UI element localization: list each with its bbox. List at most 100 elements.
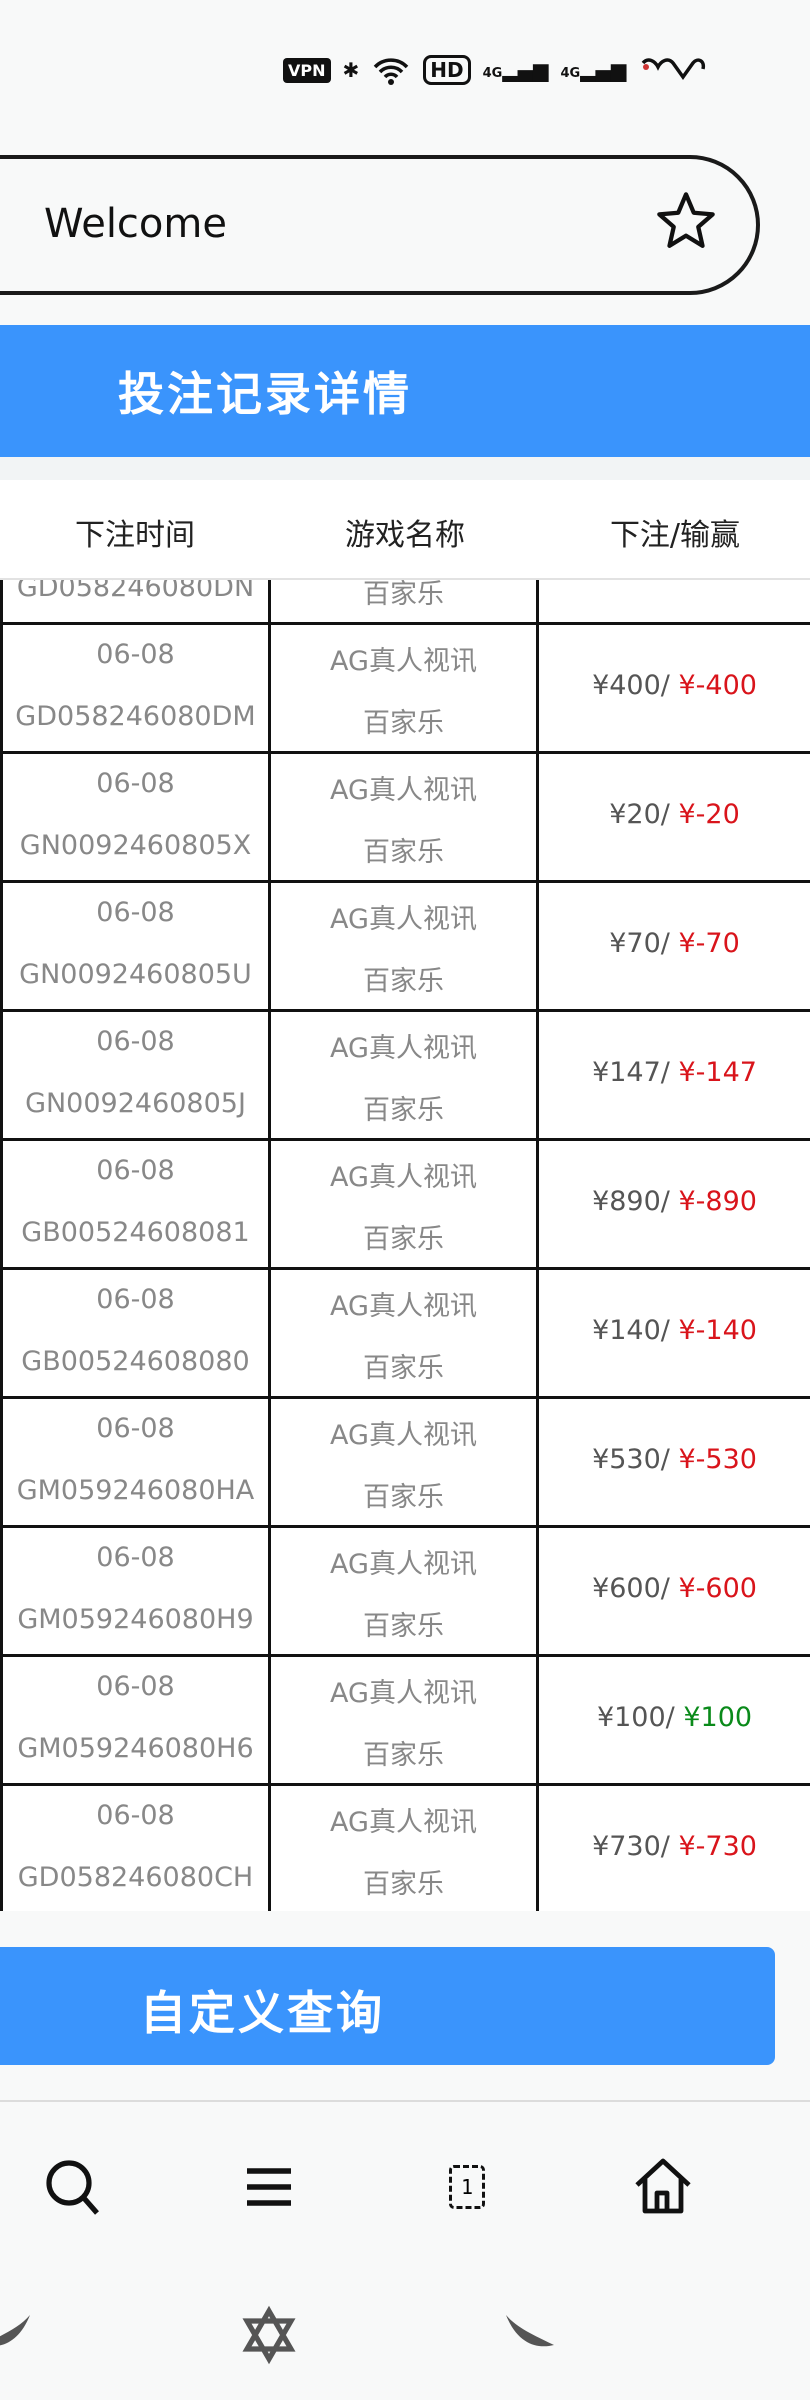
bet-date: 06-08 xyxy=(96,1542,175,1573)
bet-cell: ¥730/ ¥-730 xyxy=(539,1786,810,1911)
game-name-line1: AG真人视讯 xyxy=(330,1678,477,1709)
order-id: GD058246080DM xyxy=(15,701,256,732)
bet-cell: ¥147/ ¥-147 xyxy=(539,1012,810,1138)
game-cell: AG真人视讯 百家乐 xyxy=(271,1528,539,1654)
game-name-line1: AG真人视讯 xyxy=(330,646,477,677)
bet-amount: ¥20/ xyxy=(609,799,679,830)
star-icon[interactable] xyxy=(654,189,718,253)
bluetooth-icon: ✱ xyxy=(342,58,360,82)
table-row[interactable]: 06-08 GD058246080DM AG真人视讯 百家乐 ¥400/ ¥-400 xyxy=(0,625,810,754)
bet-date: 06-08 xyxy=(96,1284,175,1315)
game-cell: 百家乐 xyxy=(271,580,539,622)
bet-amount: ¥400/ xyxy=(592,670,679,701)
signal-4g-icon: 4G▂▄▆ xyxy=(482,58,549,82)
bet-amount: ¥600/ xyxy=(592,1573,679,1604)
bet-records-table[interactable]: GD058246080DN 百家乐 06-08 GD058246080DM AG真… xyxy=(0,580,810,1911)
column-header-bet: 下注/输赢 xyxy=(609,518,741,553)
game-cell: AG真人视讯 百家乐 xyxy=(271,1786,539,1911)
bet-cell: ¥400/ ¥-400 xyxy=(539,625,810,751)
order-id: GM059246080H6 xyxy=(17,1733,254,1764)
game-cell: AG真人视讯 百家乐 xyxy=(271,883,539,1009)
table-row[interactable]: 06-08 GM059246080H9 AG真人视讯 百家乐 ¥600/ ¥-600 xyxy=(0,1528,810,1657)
bet-date: 06-08 xyxy=(96,1155,175,1186)
bet-amount: ¥70/ xyxy=(609,928,679,959)
order-id: GD058246080DN xyxy=(16,580,255,603)
game-cell: AG真人视讯 百家乐 xyxy=(271,1657,539,1783)
order-id: GM059246080HA xyxy=(16,1475,255,1506)
game-cell: AG真人视讯 百家乐 xyxy=(271,1141,539,1267)
bet-date: 06-08 xyxy=(96,1413,175,1444)
status-bar: VPN ✱ HD 4G▂▄▆ 4G▂▄▆ xyxy=(283,52,708,88)
game-name-line2: 百家乐 xyxy=(363,1611,444,1642)
win-loss-amount: ¥-147 xyxy=(678,1057,757,1088)
table-row[interactable]: 06-08 GM059246080H6 AG真人视讯 百家乐 ¥100/ ¥100 xyxy=(0,1657,810,1786)
game-cell: AG真人视讯 百家乐 xyxy=(271,1270,539,1396)
bet-cell xyxy=(539,580,810,622)
game-name-line2: 百家乐 xyxy=(363,580,444,610)
game-name-line1: AG真人视讯 xyxy=(330,775,477,806)
game-name-line2: 百家乐 xyxy=(363,1869,444,1900)
game-cell: AG真人视讯 百家乐 xyxy=(271,1012,539,1138)
address-bar[interactable]: Welcome xyxy=(0,155,760,295)
win-loss-amount: ¥-400 xyxy=(678,670,757,701)
table-row[interactable]: 06-08 GN0092460805J AG真人视讯 百家乐 ¥147/ ¥-147 xyxy=(0,1012,810,1141)
bet-date: 06-08 xyxy=(96,1026,175,1057)
win-loss-amount: ¥-20 xyxy=(678,799,740,830)
search-icon[interactable] xyxy=(41,2155,105,2219)
bet-date: 06-08 xyxy=(96,639,175,670)
win-loss-amount: ¥-140 xyxy=(678,1315,757,1346)
win-loss-amount: ¥100 xyxy=(683,1702,753,1733)
table-row[interactable]: 06-08 GB00524608081 AG真人视讯 百家乐 ¥890/ ¥-890 xyxy=(0,1141,810,1270)
game-cell: AG真人视讯 百家乐 xyxy=(271,1399,539,1525)
game-name-line2: 百家乐 xyxy=(363,1095,444,1126)
win-loss-amount: ¥-730 xyxy=(678,1831,757,1862)
order-id: GM059246080H9 xyxy=(17,1604,254,1635)
table-row[interactable]: GD058246080DN 百家乐 xyxy=(0,580,810,625)
win-loss-amount: ¥-530 xyxy=(678,1444,757,1475)
game-name-line1: AG真人视讯 xyxy=(330,904,477,935)
signal-4g-icon: 4G▂▄▆ xyxy=(560,58,627,82)
custom-query-button[interactable]: 自定义查询 xyxy=(0,1947,775,2065)
column-header-game: 游戏名称 xyxy=(345,518,465,553)
menu-icon[interactable] xyxy=(237,2155,301,2219)
win-loss-amount: ¥-890 xyxy=(678,1186,757,1217)
game-name-line1: AG真人视讯 xyxy=(330,1291,477,1322)
network-label: 4G xyxy=(560,66,581,81)
game-name-line2: 百家乐 xyxy=(363,1353,444,1384)
table-row[interactable]: 06-08 GB00524608080 AG真人视讯 百家乐 ¥140/ ¥-140 xyxy=(0,1270,810,1399)
game-name-line1: AG真人视讯 xyxy=(330,1162,477,1193)
time-cell: 06-08 GB00524608081 xyxy=(3,1141,271,1267)
order-id: GN0092460805U xyxy=(19,959,252,990)
star-of-david-icon[interactable] xyxy=(239,2305,299,2365)
table-row[interactable]: 06-08 GN0092460805U AG真人视讯 百家乐 ¥70/ ¥-70 xyxy=(0,883,810,1012)
tabs-icon[interactable]: 1 xyxy=(435,2155,499,2219)
wing-right-icon[interactable] xyxy=(498,2305,558,2365)
order-id: GD058246080CH xyxy=(17,1862,254,1893)
time-cell: 06-08 GM059246080H9 xyxy=(3,1528,271,1654)
page-title-text: Welcome xyxy=(44,201,227,247)
time-cell: 06-08 GM059246080HA xyxy=(3,1399,271,1525)
page-header: 投注记录详情 xyxy=(0,325,810,457)
bet-amount: ¥147/ xyxy=(592,1057,679,1088)
header-title: 投注记录详情 xyxy=(118,367,412,421)
game-name-line1: AG真人视讯 xyxy=(330,1033,477,1064)
win-loss-amount: ¥-70 xyxy=(678,928,740,959)
game-name-line2: 百家乐 xyxy=(363,837,444,868)
custom-query-label: 自定义查询 xyxy=(140,1986,385,2040)
table-row[interactable]: 06-08 GM059246080HA AG真人视讯 百家乐 ¥530/ ¥-530 xyxy=(0,1399,810,1528)
table-row[interactable]: 06-08 GD058246080CH AG真人视讯 百家乐 ¥730/ ¥-730 xyxy=(0,1786,810,1911)
time-cell: 06-08 GM059246080H6 xyxy=(3,1657,271,1783)
bet-cell: ¥600/ ¥-600 xyxy=(539,1528,810,1654)
time-cell: 06-08 GD058246080CH xyxy=(3,1786,271,1911)
spacer xyxy=(0,457,810,480)
wing-left-icon[interactable] xyxy=(0,2305,38,2365)
network-label: 4G xyxy=(482,66,503,81)
win-loss-amount: ¥-600 xyxy=(678,1573,757,1604)
bet-date: 06-08 xyxy=(96,897,175,928)
home-icon[interactable] xyxy=(631,2155,695,2219)
table-row[interactable]: 06-08 GN0092460805X AG真人视讯 百家乐 ¥20/ ¥-20 xyxy=(0,754,810,883)
bet-date: 06-08 xyxy=(96,1671,175,1702)
bet-cell: ¥70/ ¥-70 xyxy=(539,883,810,1009)
game-name-line2: 百家乐 xyxy=(363,1224,444,1255)
bet-cell: ¥100/ ¥100 xyxy=(539,1657,810,1783)
